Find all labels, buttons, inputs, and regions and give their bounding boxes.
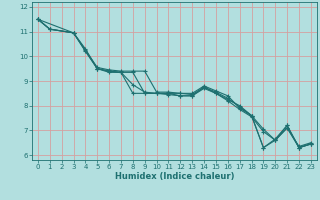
X-axis label: Humidex (Indice chaleur): Humidex (Indice chaleur) [115,172,234,181]
